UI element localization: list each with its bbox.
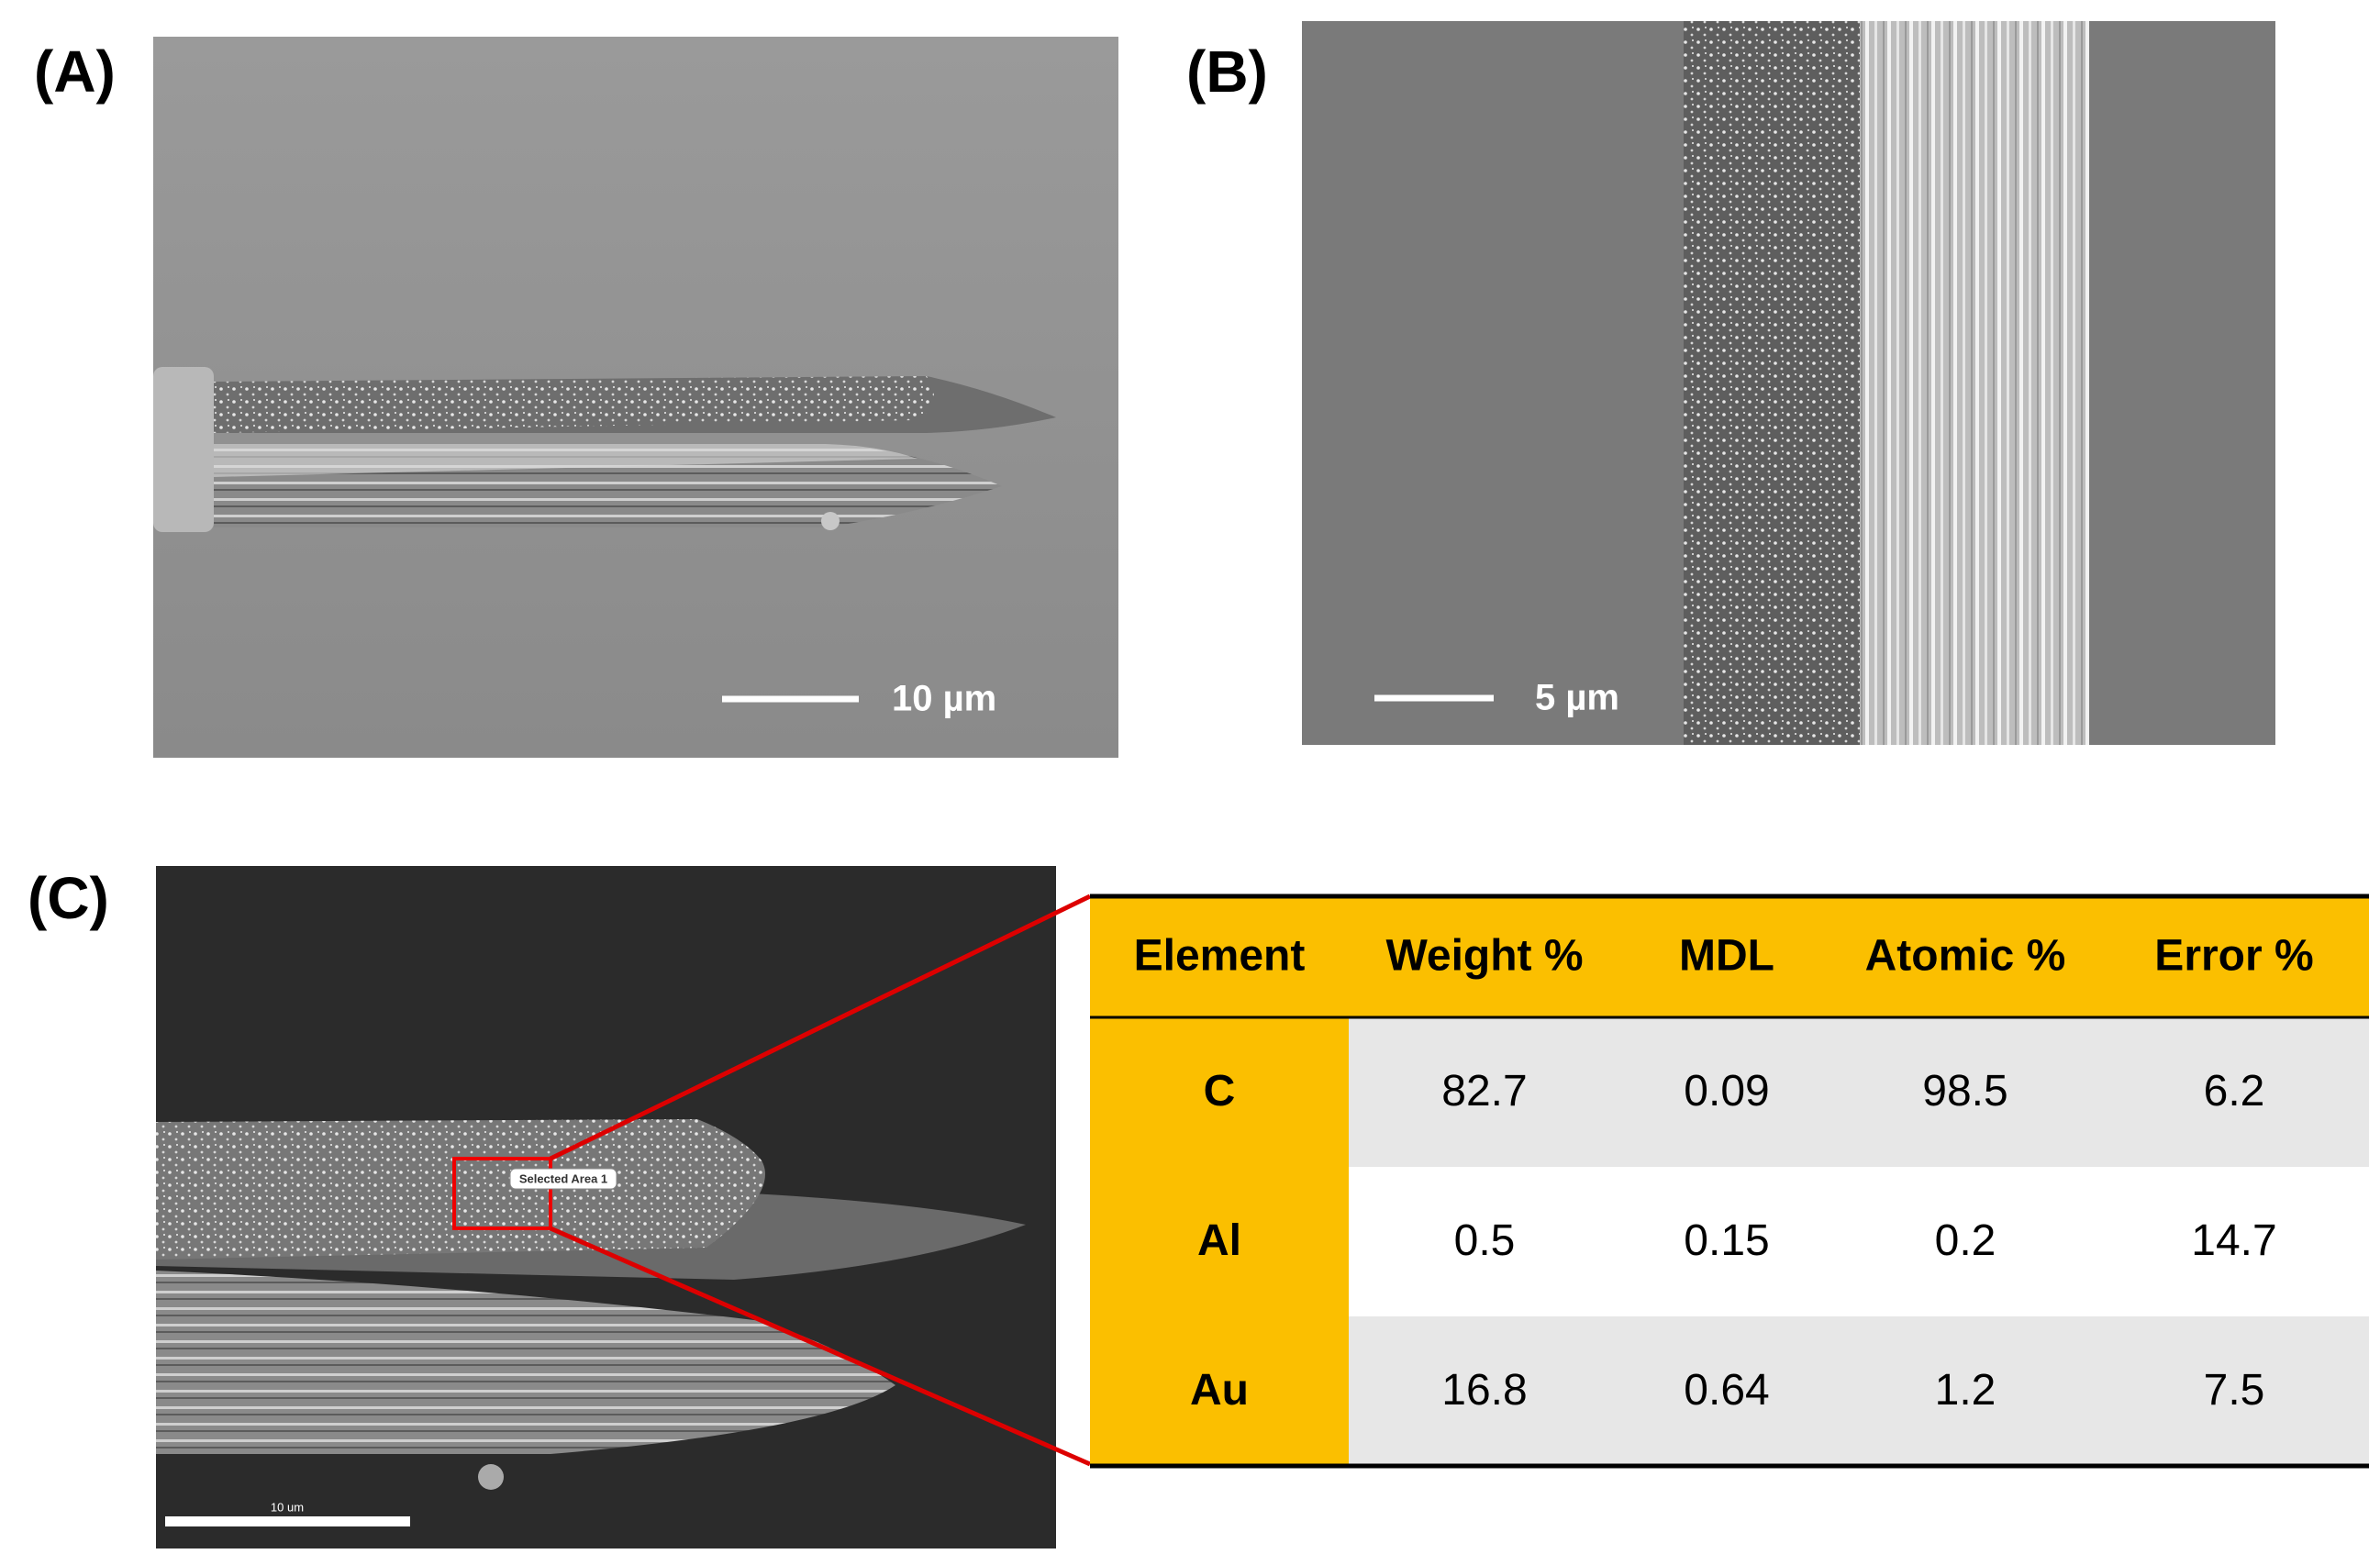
zoom-line — [549, 1226, 1092, 1467]
value-cell: 1.2 — [1935, 1366, 1996, 1415]
value-cell: 0.64 — [1684, 1366, 1769, 1415]
scale-bar — [165, 1516, 410, 1526]
header-bg — [1090, 896, 2369, 1017]
scale-text: 5 µm — [1535, 678, 1619, 718]
value-cell: 0.09 — [1684, 1067, 1769, 1116]
needle-highlight — [214, 444, 918, 477]
bare-fiber — [1860, 21, 2089, 745]
element-cell: Al — [1197, 1216, 1241, 1265]
header-cell: Element — [1134, 932, 1306, 981]
header-cell: MDL — [1679, 932, 1774, 981]
selection-text: Selected Area 1 — [519, 1171, 607, 1185]
needle — [156, 1271, 895, 1454]
value-cell: 6.2 — [2204, 1067, 2265, 1116]
value-cell: 0.15 — [1684, 1216, 1769, 1265]
header-cell: Error % — [2154, 932, 2313, 981]
selection-box — [452, 1157, 552, 1230]
element-bg — [1090, 1167, 1349, 1316]
coating-texture — [156, 1119, 765, 1260]
value-cell: 7.5 — [2204, 1366, 2265, 1415]
header-cell: Weight % — [1385, 932, 1583, 981]
element-bg — [1090, 1316, 1349, 1466]
needle-coating — [214, 376, 934, 433]
element-bg — [1090, 1017, 1349, 1167]
eds-table: C 82.7 0.09 98.5 6.2 Al 0.5 0.15 0.2 14.7 Au 16.8 0.… — [1090, 894, 2369, 1469]
panel-label: (C) — [28, 865, 109, 931]
value-cell: 0.5 — [1454, 1216, 1516, 1265]
value-cell: 16.8 — [1441, 1366, 1527, 1415]
panel-label: (B) — [1186, 39, 1268, 105]
selection-tag — [509, 1168, 617, 1190]
zoom-line — [549, 894, 1092, 1161]
connector — [153, 367, 214, 532]
panel-label: (A) — [34, 39, 116, 105]
particle — [821, 512, 840, 530]
coating-texture — [1684, 21, 1860, 745]
header-cell: Atomic % — [1865, 932, 2066, 981]
value-cell: 82.7 — [1441, 1067, 1527, 1116]
element-cell: Au — [1190, 1366, 1249, 1415]
value-cell: 14.7 — [2191, 1216, 2276, 1265]
value-cell: 98.5 — [1922, 1067, 2007, 1116]
scale-text: 10 µm — [892, 679, 996, 719]
element-cell: C — [1204, 1067, 1236, 1116]
value-cell: 0.2 — [1935, 1216, 1996, 1265]
scale-text: 10 um — [271, 1500, 304, 1514]
particle — [478, 1464, 504, 1490]
